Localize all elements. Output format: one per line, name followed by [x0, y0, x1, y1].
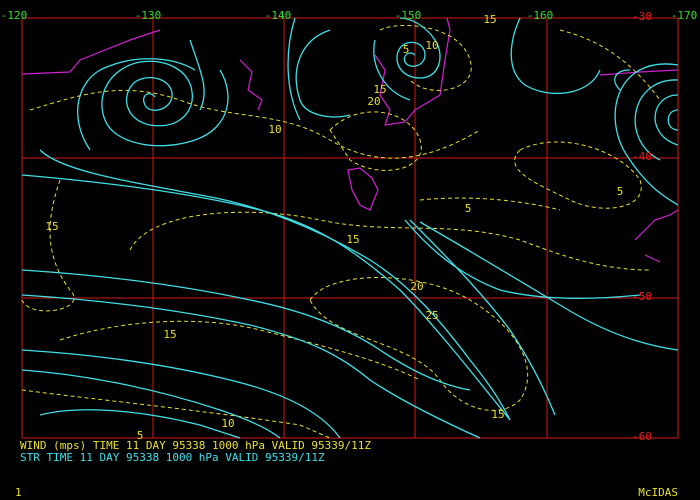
contour-label: 15 [373, 83, 386, 96]
graticule [21, 17, 679, 439]
longitude-label: -140 [265, 9, 292, 22]
coastlines [21, 17, 679, 263]
frame-number: 1 [15, 486, 22, 499]
wind-caption: WIND (mps) TIME 11 DAY 95338 1000 hPa VA… [20, 439, 371, 452]
latitude-label: -60 [632, 430, 652, 443]
longitude-label: -130 [135, 9, 162, 22]
contour-label: 15 [346, 233, 359, 246]
wind-contours [21, 24, 661, 439]
software-name: McIDAS [638, 486, 678, 499]
contour-label: 15 [491, 408, 504, 421]
contour-label: 20 [367, 95, 380, 108]
longitude-label: -120 [1, 9, 28, 22]
latitude-label: -40 [632, 150, 652, 163]
contour-label: 5 [137, 429, 144, 442]
latitude-label: -30 [632, 10, 652, 23]
longitude-label: -150 [395, 9, 422, 22]
contour-label: 15 [45, 220, 58, 233]
contour-label: 15 [163, 328, 176, 341]
contour-label: 5 [403, 43, 410, 56]
longitude-label: -170 [671, 9, 698, 22]
longitude-label: -160 [527, 9, 554, 22]
contour-label: 10 [425, 39, 438, 52]
contour-label: 15 [483, 13, 496, 26]
streamlines [21, 17, 679, 439]
contour-label: 10 [221, 417, 234, 430]
contour-label: 5 [617, 185, 624, 198]
contour-label: 20 [410, 280, 423, 293]
latitude-label: -50 [632, 290, 652, 303]
streamline-caption: STR TIME 11 DAY 95338 1000 hPa VALID 953… [20, 451, 325, 464]
contour-label: 25 [425, 309, 438, 322]
contour-label: 5 [465, 202, 472, 215]
contour-label: 10 [268, 123, 281, 136]
